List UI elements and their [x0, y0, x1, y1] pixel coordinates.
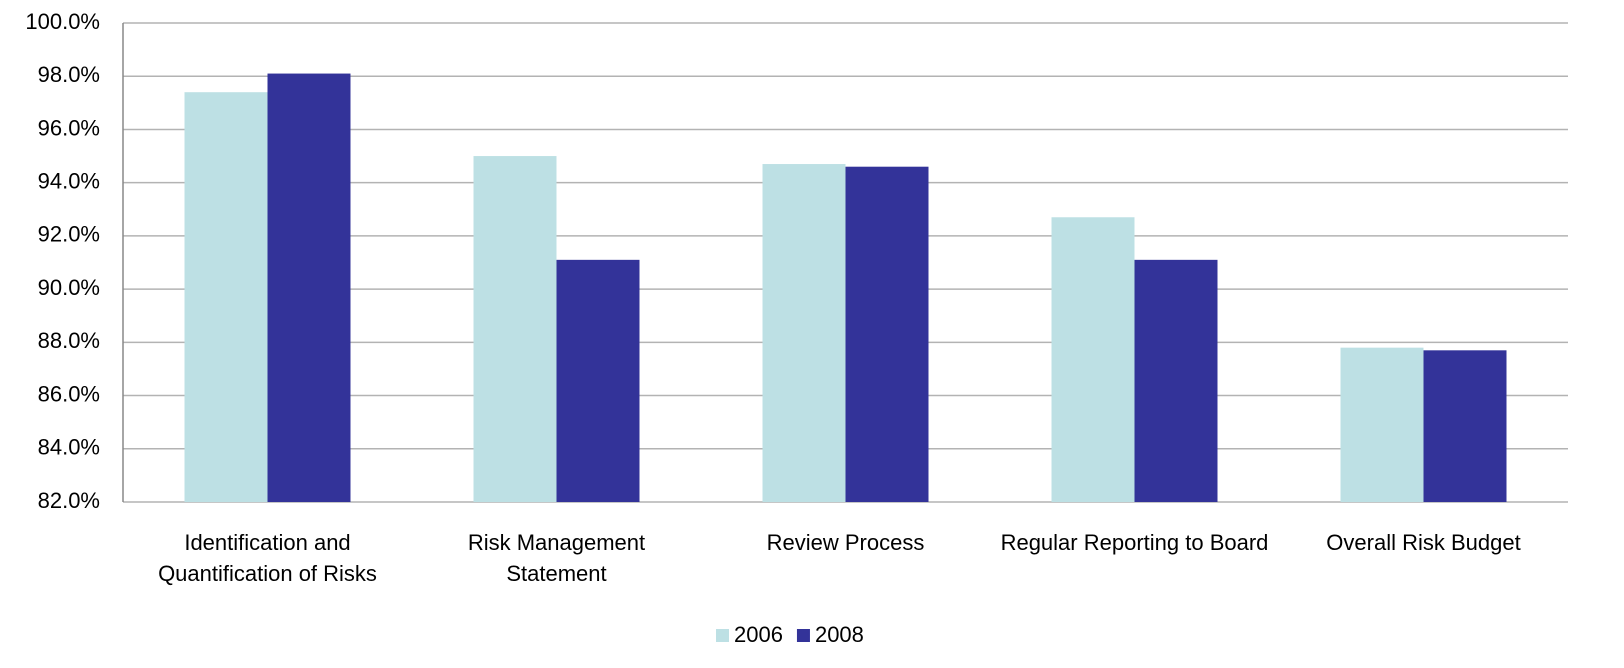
y-tick-label: 90.0% [38, 275, 100, 300]
bar [1051, 217, 1135, 502]
bar [762, 164, 846, 503]
y-tick-label: 98.0% [38, 62, 100, 87]
bar [1134, 259, 1218, 502]
bar [556, 259, 640, 502]
y-tick-label: 88.0% [38, 328, 100, 353]
x-tick-label: Overall Risk Budget [1326, 530, 1521, 555]
y-tick-label: 86.0% [38, 381, 100, 406]
legend-swatch [716, 629, 729, 642]
x-tick-label: Review Process [766, 530, 925, 555]
x-tick-label: Identification and Quantification of Ris… [158, 530, 377, 586]
y-tick-label: 82.0% [38, 488, 100, 513]
bar [1340, 347, 1424, 502]
bar [1423, 350, 1507, 502]
bar [473, 156, 557, 503]
bar [184, 92, 268, 502]
y-tick-label: 94.0% [38, 168, 100, 193]
bar [845, 166, 929, 502]
legend-swatch [796, 629, 810, 642]
legend-label: 2006 [734, 622, 783, 647]
x-tick-label: Regular Reporting to Board [1000, 530, 1269, 555]
x-tick-label: Risk Management Statement [467, 530, 646, 586]
y-tick-label: 100.0% [25, 9, 100, 34]
bar [267, 73, 351, 503]
legend-label: 2008 [815, 622, 864, 647]
y-tick-label: 84.0% [38, 435, 100, 460]
y-tick-label: 96.0% [38, 115, 100, 140]
y-tick-label: 92.0% [38, 222, 100, 247]
